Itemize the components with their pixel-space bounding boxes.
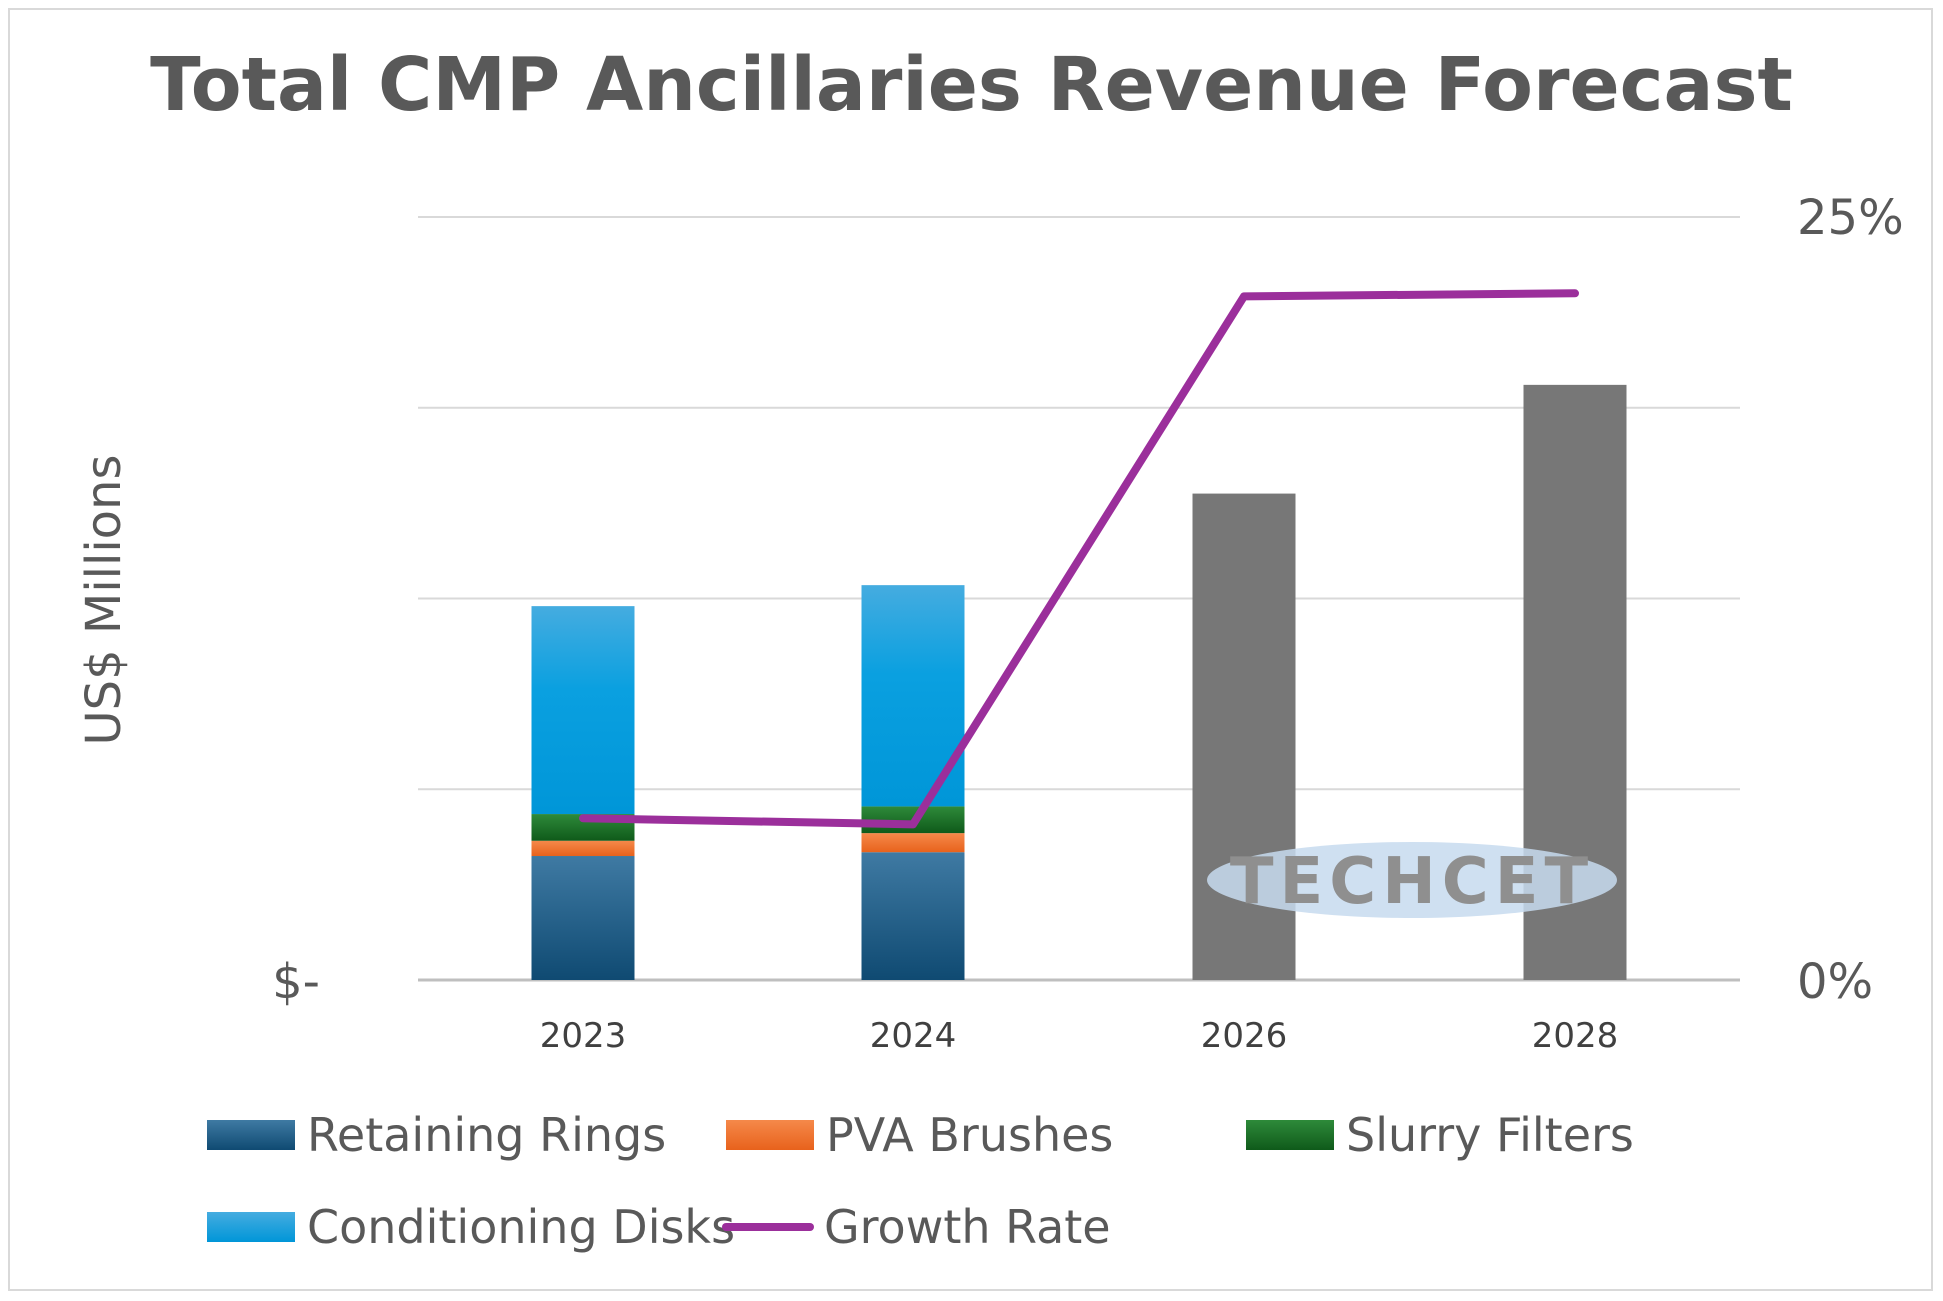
- chart-title: Total CMP Ancillaries Revenue Forecast: [150, 42, 1793, 128]
- x-tick-label: 2023: [540, 1016, 627, 1056]
- bar-segment: [861, 852, 965, 980]
- y-tick-label: $-: [272, 954, 320, 1010]
- y-right-tick-label: 0%: [1797, 954, 1873, 1010]
- bar-segment: [531, 606, 635, 815]
- watermark: TECHCET: [1207, 842, 1617, 919]
- bar-segment: [861, 833, 965, 853]
- growth-rate-line: [579, 289, 1579, 829]
- y-axis-title: US$ Millions: [76, 455, 132, 746]
- x-tick-label: 2026: [1201, 1016, 1288, 1056]
- gridlines: [418, 216, 1740, 982]
- bar-segment: [531, 856, 635, 980]
- watermark-text: TECHCET: [1230, 845, 1594, 919]
- x-axis-ticks: 2023 2024 2026 2028: [540, 1016, 1619, 1056]
- bar-segment: [531, 840, 635, 857]
- y-right-tick-label: 25%: [1797, 190, 1904, 246]
- x-tick-label: 2028: [1532, 1016, 1619, 1056]
- growth-line: [579, 289, 1579, 829]
- x-tick-label: 2024: [870, 1016, 957, 1056]
